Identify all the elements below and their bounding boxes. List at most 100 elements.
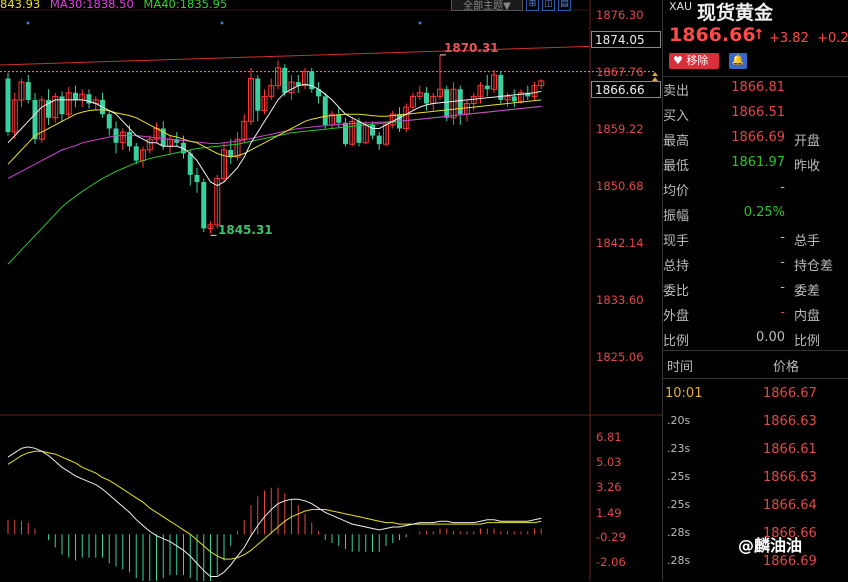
tick-price: 1866.66 [763,526,817,541]
candle-body [336,114,342,123]
candle-body [349,120,356,145]
y-axis-label: 1850.68 [596,179,644,193]
y-axis-label: 1825.06 [596,350,644,364]
macd-dea-line [7,450,542,560]
candle-body [356,121,362,143]
tick-row: 10:01 1866.67 [663,386,848,414]
candle-body [119,131,126,144]
candle-body [302,70,308,87]
quote-row-value: 1866.81 [731,80,785,95]
candle-body [437,88,443,97]
change-percent: +0.21 [817,31,848,46]
candle-body [65,92,72,115]
macd-axis-label: 5.03 [596,455,622,469]
list-layout-icon[interactable]: ▤ [558,0,571,11]
quote-row: 比例 0.00 比例 [663,330,848,355]
current-price-box: 1866.66 [591,81,661,98]
candle-body [241,120,248,140]
candle-body [416,92,423,97]
kline-chart-panel[interactable]: 843.93 MA30:1838.50 MA40:1835.95 全部主题▼ ⊞… [0,0,662,581]
quote-row-label-2: 比例 [794,334,821,349]
change-value: +3.82 [769,31,809,46]
last-price: 1866.66 [669,24,756,46]
split-layout-icon[interactable]: ◫ [542,0,555,11]
tick-price: 1866.67 [763,386,817,401]
candle-body [25,82,31,100]
candle-body [491,74,497,90]
quote-row: 卖出 1866.81 [663,80,848,105]
theme-select[interactable]: 全部主题▼ [451,0,523,12]
tick-price: 1866.63 [763,470,817,485]
heart-icon: ♥ [673,54,683,67]
candle-body [106,114,112,129]
tick-row: .25s 1866.64 [663,498,848,526]
candle-body [370,124,375,136]
candle-body [18,81,25,101]
quote-row-label-2: 总手 [794,234,821,249]
alert-bell-button[interactable]: 🔔 [729,53,747,69]
candle-body [261,95,268,112]
quote-row: 最低 1861.97 昨收 [663,155,848,180]
candle-body [309,71,315,90]
candle-body [450,88,457,119]
candle-body [538,80,545,87]
quote-row-label-2: 委差 [794,284,821,299]
candle-body [228,149,234,158]
divider [663,378,848,379]
tick-time: .28s [667,526,691,539]
divider [663,350,848,351]
candle-body [127,132,132,147]
tick-price: 1866.69 [763,554,817,569]
remove-watchlist-button[interactable]: ♥ 移除 [669,53,719,69]
candle-body [248,78,254,122]
quote-row-value: - [780,305,785,320]
chart-toolbar: 全部主题▼ ⊞ ◫ ▤ [451,0,571,12]
instrument-name: 现货黄金 [697,2,774,24]
quote-row-label: 比例 [663,334,690,349]
macd-axis-label: -0.29 [596,530,626,544]
macd-axis-label: -2.06 [596,555,626,569]
candle-body [59,96,65,115]
bell-icon: 🔔 [731,55,745,66]
low-annotation: 1845.31 [218,223,273,237]
quote-row-value: 0.00 [756,330,785,345]
quote-panel: XAU 现货黄金 1866.66 ↑ +3.82 +0.21 ♥ 移除 🔔 卖出… [662,0,848,581]
quote-row: 买入 1866.51 [663,105,848,130]
kline-chart-canvas[interactable] [0,0,662,581]
high-price-box: 1874.05 [591,31,661,48]
candle-body [32,99,38,140]
candle-body [424,92,429,104]
y-axis-label: 1867.76 [596,65,644,79]
quote-row-label: 均价 [663,184,690,199]
y-axis-label: 1833.60 [596,293,644,307]
candle-body [498,74,504,100]
event-marker-dot [418,21,422,25]
price-change: +3.82 +0.21 [769,31,848,46]
candle-body [316,89,321,97]
tick-time: .23s [667,442,691,455]
candle-body [511,96,517,102]
tick-time: .25s [667,470,691,483]
quote-row: 均价 - [663,180,848,205]
tick-time: .25s [667,498,691,511]
quote-row: 外盘 - 内盘 [663,305,848,330]
y-axis-label: 1859.22 [596,122,644,136]
tick-time: .28s [667,554,691,567]
candle-body [504,95,511,101]
quote-row-value: 0.25% [743,205,785,220]
candle-body [255,78,261,111]
grid-layout-icon[interactable]: ⊞ [526,0,539,11]
candle-body [295,82,301,86]
quote-row-label: 最高 [663,134,690,149]
candle-body [410,95,416,108]
remove-label: 移除 [686,54,709,67]
tick-time: 10:01 [665,386,703,401]
candle-body [275,67,281,87]
candle-body [282,67,288,93]
quote-row-label-2: 昨收 [794,159,821,174]
quote-row-label: 总持 [663,259,690,274]
resistance-line [0,45,591,66]
candle-body [376,135,382,145]
candle-body [268,85,275,97]
candle-body [52,95,59,119]
